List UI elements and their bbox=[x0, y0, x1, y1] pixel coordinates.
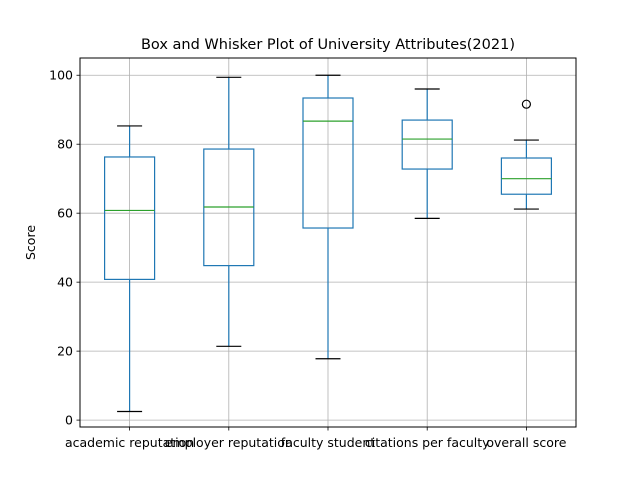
x-tick-label: citations per faculty bbox=[365, 435, 490, 450]
box-group bbox=[302, 74, 354, 360]
y-tick-label: 20 bbox=[57, 344, 73, 359]
x-tick-label: faculty student bbox=[281, 435, 375, 450]
y-tick-label: 60 bbox=[57, 206, 73, 221]
box-group bbox=[401, 88, 453, 219]
box-group bbox=[103, 125, 156, 413]
y-tick-label: 0 bbox=[65, 413, 73, 428]
iqr-box bbox=[401, 119, 453, 170]
x-tick-label: employer reputation bbox=[165, 435, 293, 450]
y-axis-label: Score bbox=[23, 225, 38, 260]
outlier-point bbox=[521, 99, 532, 109]
chart-title: Box and Whisker Plot of University Attri… bbox=[141, 37, 515, 53]
box-layer bbox=[103, 74, 552, 413]
x-tick-label: overall score bbox=[486, 435, 566, 450]
x-tick-label: academic reputation bbox=[65, 435, 194, 450]
y-tick-label: 80 bbox=[57, 137, 73, 152]
iqr-box bbox=[302, 97, 354, 229]
box-group bbox=[203, 76, 255, 347]
iqr-box bbox=[103, 156, 156, 280]
box-group bbox=[500, 99, 552, 210]
y-tick-label: 100 bbox=[49, 68, 73, 83]
tick-layer: 0 20 40 60 80 100 academic reputationemployer … bbox=[49, 68, 567, 450]
y-tick-label: 40 bbox=[57, 275, 73, 290]
iqr-box bbox=[500, 157, 552, 195]
